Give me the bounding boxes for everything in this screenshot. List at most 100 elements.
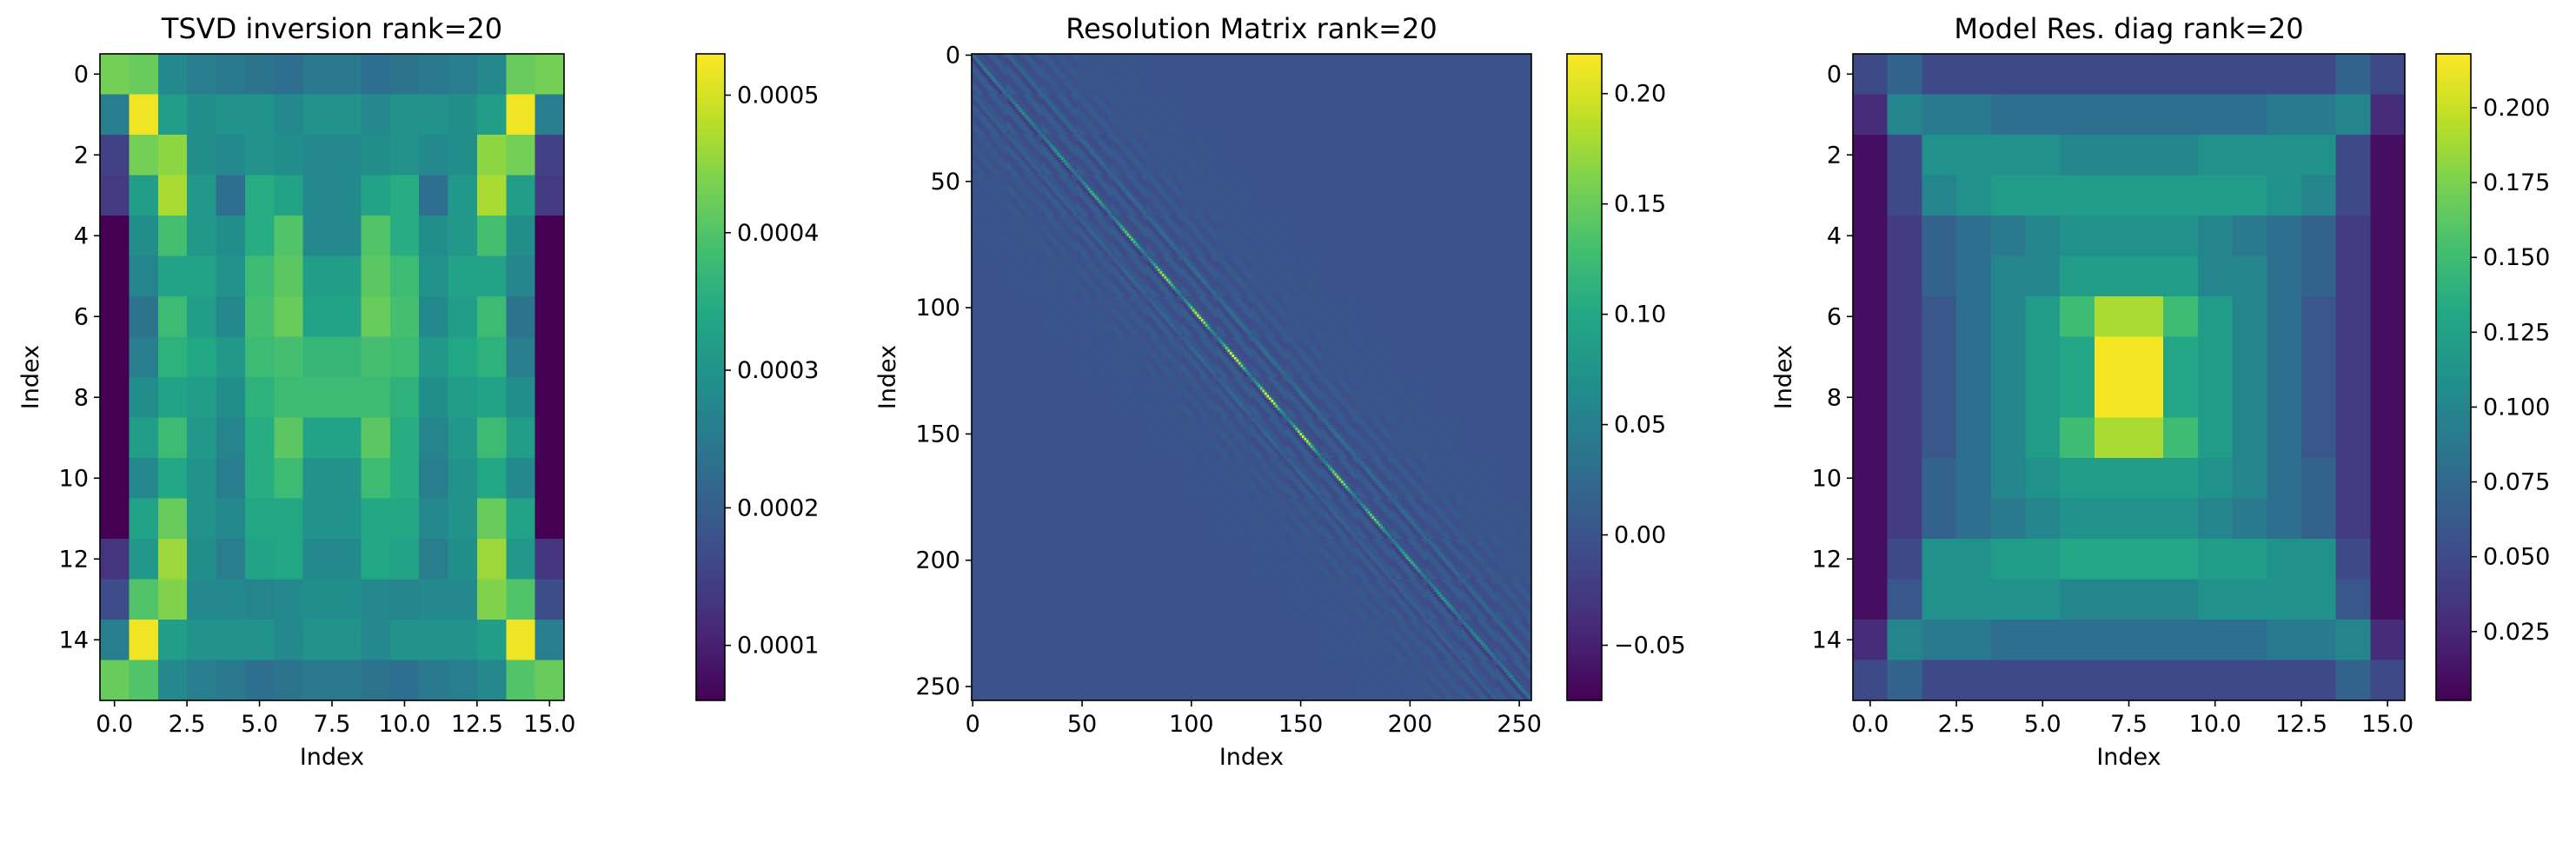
heatmap-cell <box>187 660 216 701</box>
heatmap-cell <box>129 377 158 418</box>
heatmap-cell <box>448 660 478 701</box>
heatmap-cell <box>332 377 362 418</box>
heatmap-cell <box>158 296 188 337</box>
heatmap-cell <box>361 539 390 580</box>
heatmap-cell <box>158 54 188 95</box>
heatmap-cell <box>419 377 448 418</box>
heatmap-cell <box>506 176 535 216</box>
heatmap-cell <box>158 95 188 136</box>
colorbar-segment <box>696 690 725 696</box>
colorbar-segment <box>696 226 725 232</box>
heatmap-cell <box>448 377 478 418</box>
colorbar-segment <box>696 54 725 60</box>
heatmap-cell <box>129 580 158 620</box>
y-tick-label: 8 <box>74 384 89 411</box>
colorbar-segment <box>696 189 725 195</box>
colorbar-segment <box>696 318 725 324</box>
colorbar-segment <box>696 614 725 620</box>
colorbar-segment <box>696 242 725 249</box>
colorbar-segment <box>696 555 725 561</box>
heatmap-cell <box>274 54 303 95</box>
y-tick-label: 6 <box>74 303 89 330</box>
heatmap-cell <box>361 256 390 297</box>
colorbar-segment <box>696 264 725 270</box>
heatmap-cell <box>274 620 303 660</box>
heatmap-cell <box>187 458 216 499</box>
heatmap-cell <box>477 256 507 297</box>
heatmap-cell <box>129 296 158 337</box>
heatmap-cell <box>477 539 507 580</box>
heatmap-cell <box>448 296 478 337</box>
colorbar-segment <box>696 593 725 599</box>
heatmap-cell <box>303 580 333 620</box>
heatmap-cells <box>100 54 565 701</box>
colorbar-segment <box>696 334 725 340</box>
heatmap-cell <box>187 95 216 136</box>
heatmap-cell <box>535 216 565 256</box>
heatmap-cell <box>506 216 535 256</box>
heatmap-cell <box>100 499 129 540</box>
heatmap-cell <box>129 176 158 216</box>
heatmap-cell <box>187 580 216 620</box>
heatmap-cell <box>303 54 333 95</box>
heatmap-cell <box>100 216 129 256</box>
heatmap-cell <box>245 377 275 418</box>
heatmap-cell <box>216 377 246 418</box>
heatmap-cell <box>216 337 246 378</box>
heatmap-cell <box>303 499 333 540</box>
heatmap-cell <box>535 296 565 337</box>
y-axis-label: Index <box>17 345 44 409</box>
heatmap-cell <box>245 539 275 580</box>
heatmap-cell <box>245 296 275 337</box>
heatmap-cell <box>100 135 129 176</box>
colorbar-segment <box>696 399 725 405</box>
colorbar-segment <box>696 544 725 550</box>
heatmap-cell <box>303 216 333 256</box>
colorbar-segment <box>696 431 725 437</box>
heatmap-cell <box>448 418 478 459</box>
heatmap-cell <box>448 216 478 256</box>
colorbar-segment <box>696 415 725 421</box>
heatmap-cell <box>390 418 420 459</box>
heatmap-cell <box>361 135 390 176</box>
heatmap-cell <box>477 580 507 620</box>
heatmap-cell <box>448 539 478 580</box>
colorbar-segment <box>696 652 725 658</box>
heatmap-cell <box>187 620 216 660</box>
colorbar-segment <box>696 140 725 146</box>
heatmap-cell <box>390 499 420 540</box>
heatmap-cell <box>216 539 246 580</box>
colorbar-segment <box>696 576 725 582</box>
heatmap-cell <box>506 458 535 499</box>
colorbar-segment <box>696 172 725 178</box>
heatmap-cell <box>419 539 448 580</box>
colorbar-segment <box>696 108 725 114</box>
heatmap-cell <box>245 337 275 378</box>
heatmap-cell <box>332 256 362 297</box>
heatmap-cell <box>390 135 420 176</box>
colorbar-segment <box>696 394 725 400</box>
heatmap-cell <box>535 620 565 660</box>
colorbar-segment <box>696 480 725 486</box>
heatmap-cell <box>158 377 188 418</box>
heatmap-cell <box>361 296 390 337</box>
heatmap-cell <box>332 296 362 337</box>
heatmap-cell <box>535 135 565 176</box>
colorbar <box>696 54 725 701</box>
heatmap-cell <box>448 135 478 176</box>
colorbar-segment <box>696 609 725 615</box>
heatmap-cell <box>332 95 362 136</box>
heatmap-cell <box>129 337 158 378</box>
colorbar-segment <box>696 684 725 690</box>
y-tick-label: 14 <box>59 627 89 653</box>
heatmap-cell <box>216 176 246 216</box>
colorbar-segment <box>696 512 725 518</box>
heatmap-cell <box>274 296 303 337</box>
colorbar-segment <box>696 156 725 163</box>
heatmap-cell <box>390 256 420 297</box>
heatmap-cell <box>477 377 507 418</box>
heatmap-cell <box>158 135 188 176</box>
heatmap-cell <box>448 580 478 620</box>
colorbar-segment <box>696 232 725 238</box>
x-tick-label: 10.0 <box>378 711 430 738</box>
